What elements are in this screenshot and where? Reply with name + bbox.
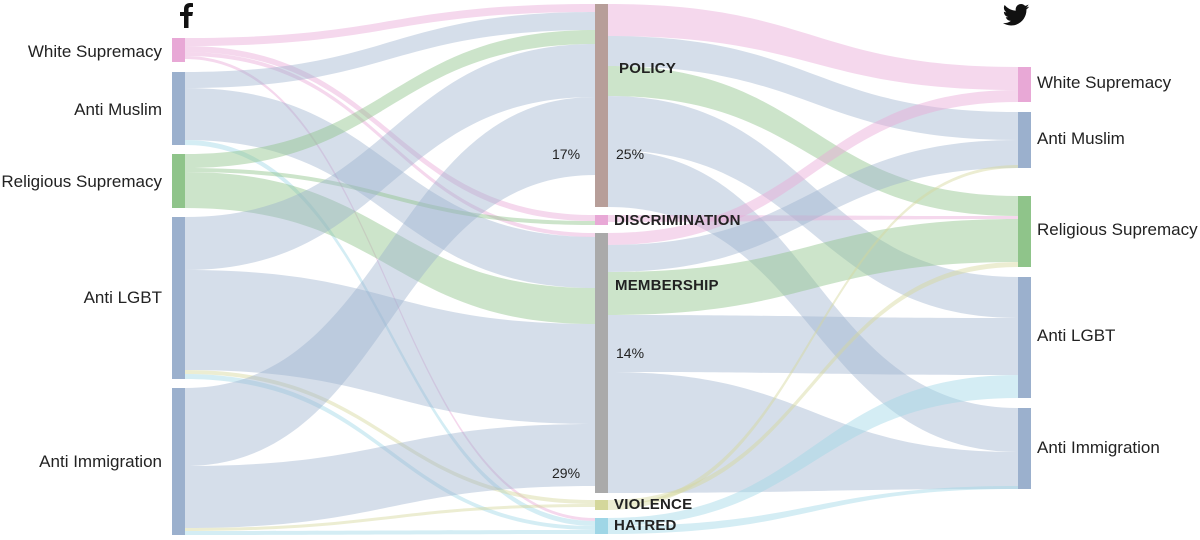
- flow-rs-membership: [185, 172, 595, 324]
- node-mid-policy: [595, 4, 608, 207]
- middle-label-discrimination: DISCRIMINATION: [614, 212, 741, 229]
- flow-ws-hatred: [185, 56, 595, 521]
- flow-ai-hatred: [185, 530, 595, 535]
- node-mid-discrimination: [595, 215, 608, 225]
- flow-am-hatred: [185, 140, 595, 526]
- flow-hatred-ai: [608, 486, 1018, 534]
- node-right-religious-supremacy: [1018, 196, 1031, 267]
- flow-membership-rs: [608, 219, 1018, 315]
- flow-am-membership: [185, 88, 595, 288]
- left-label-white-supremacy: White Supremacy: [27, 42, 162, 61]
- percent-policy-left: 17%: [552, 146, 581, 162]
- left-label-anti-lgbt: Anti LGBT: [83, 288, 162, 307]
- node-mid-membership: [595, 233, 608, 493]
- flow-policy-am: [608, 36, 1018, 140]
- flow-hatred-al: [608, 375, 1018, 526]
- flow-al-hatred: [185, 374, 595, 530]
- flow-ws-policy: [185, 4, 595, 46]
- flow-ai-policy: [185, 97, 595, 466]
- node-left-white-supremacy: [172, 38, 185, 62]
- node-left-religious-supremacy: [172, 154, 185, 208]
- node-mid-violence: [595, 500, 608, 510]
- percent-membership-left: 29%: [552, 465, 581, 481]
- right-label-anti-immigration: Anti Immigration: [1037, 438, 1160, 457]
- middle-label-hatred: HATRED: [614, 517, 677, 534]
- middle-label-membership: MEMBERSHIP: [615, 277, 719, 294]
- flow-membership-al: [608, 315, 1018, 375]
- left-label-anti-muslim: Anti Muslim: [74, 100, 162, 119]
- left-label-religious-supremacy: Religious Supremacy: [1, 172, 162, 191]
- flow-violence-am: [608, 165, 1018, 510]
- right-label-white-supremacy: White Supremacy: [1037, 73, 1172, 92]
- facebook-icon: [176, 2, 196, 28]
- nodes-layer: [172, 4, 1031, 535]
- node-left-anti-immigration: [172, 388, 185, 535]
- flow-ws-membership: [185, 52, 595, 237]
- flow-membership-am: [608, 140, 1018, 272]
- middle-label-policy: POLICY: [619, 60, 677, 77]
- flow-discrimination-rs: [608, 215, 1018, 222]
- flow-ws-discrimination: [185, 46, 595, 221]
- node-right-anti-immigration: [1018, 408, 1031, 489]
- node-right-white-supremacy: [1018, 67, 1031, 102]
- flow-rs-discrimination: [185, 168, 595, 225]
- node-left-anti-muslim: [172, 72, 185, 145]
- flow-rs-policy: [185, 30, 595, 168]
- node-right-anti-lgbt: [1018, 277, 1031, 398]
- flow-ai-membership: [185, 424, 595, 528]
- flow-violence-rs: [608, 262, 1018, 505]
- flow-ai-violence: [185, 504, 595, 531]
- percent-membership-right: 14%: [616, 345, 645, 361]
- right-label-anti-lgbt: Anti LGBT: [1037, 326, 1116, 345]
- flow-policy-rs: [608, 66, 1018, 216]
- node-left-anti-lgbt: [172, 217, 185, 379]
- node-right-anti-muslim: [1018, 112, 1031, 168]
- flow-al-policy: [185, 44, 595, 270]
- flow-policy-al: [608, 96, 1018, 318]
- right-label-religious-supremacy: Religious Supremacy: [1037, 220, 1198, 239]
- flows-layer: [185, 4, 1018, 535]
- flow-membership-ws: [608, 90, 1018, 245]
- left-label-anti-immigration: Anti Immigration: [39, 452, 162, 471]
- flow-policy-ws: [608, 4, 1018, 90]
- flow-am-policy: [185, 12, 595, 88]
- flow-al-membership: [185, 270, 595, 424]
- flow-al-violence: [185, 370, 595, 504]
- flow-membership-ai: [608, 372, 1018, 493]
- node-mid-hatred: [595, 518, 608, 534]
- middle-label-violence: VIOLENCE: [614, 496, 693, 513]
- twitter-icon: [1002, 4, 1030, 26]
- flow-policy-ai: [608, 150, 1018, 452]
- right-label-anti-muslim: Anti Muslim: [1037, 129, 1125, 148]
- percent-policy-right: 25%: [616, 146, 645, 162]
